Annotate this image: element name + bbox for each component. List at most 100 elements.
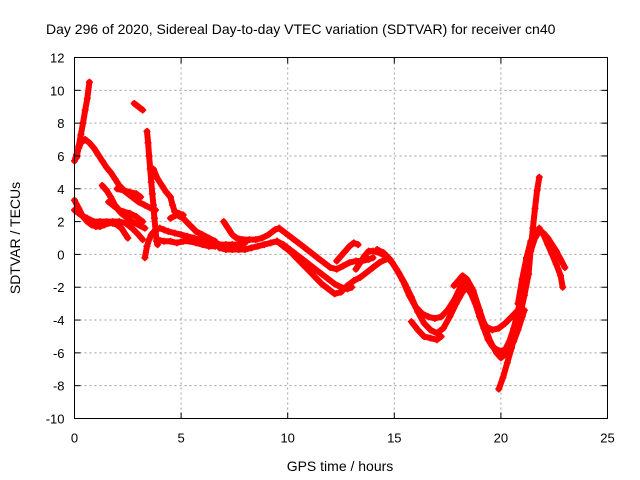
data-point [139, 106, 147, 114]
data-point [198, 231, 206, 239]
data-point [166, 193, 174, 201]
data-point [150, 214, 158, 222]
data-point [77, 211, 85, 219]
data-point [173, 211, 181, 219]
data-point [493, 349, 501, 357]
data-point [222, 245, 230, 253]
data-point [516, 311, 524, 319]
data-point [318, 270, 326, 278]
data-point [85, 139, 93, 147]
data-point [431, 314, 439, 322]
data-point [533, 186, 541, 194]
data-point [311, 273, 319, 281]
data-point [503, 359, 511, 367]
data-point [117, 209, 125, 217]
data-point [122, 219, 130, 227]
data-point [548, 250, 556, 258]
data-point [154, 175, 162, 183]
y-axis-label: SDTVAR / TECUs [7, 182, 23, 294]
data-point [454, 277, 462, 285]
data-point [552, 260, 560, 268]
data-point [512, 328, 520, 336]
data-point [346, 242, 354, 250]
data-point [145, 236, 153, 244]
data-point [337, 252, 345, 260]
data-point [380, 249, 388, 257]
data-point [186, 237, 194, 245]
y-tick-label: 12 [50, 51, 64, 66]
data-point [109, 201, 117, 209]
data-point [369, 254, 377, 262]
y-tick-label: -4 [53, 313, 65, 328]
data-point [117, 224, 125, 232]
data-point [552, 247, 560, 255]
data-point [158, 181, 166, 189]
data-point [215, 244, 223, 252]
x-tick-label: 15 [387, 431, 401, 446]
data-point [179, 214, 187, 222]
data-point [437, 313, 445, 321]
data-point [331, 290, 339, 298]
data-point [350, 239, 358, 247]
data-point [247, 244, 255, 252]
data-point [228, 231, 236, 239]
data-point [527, 237, 535, 245]
data-point [113, 204, 121, 212]
data-point [354, 241, 362, 249]
data-point [252, 236, 260, 244]
data-point [134, 231, 142, 239]
data-point [273, 237, 281, 245]
data-point [476, 306, 484, 314]
data-point [399, 277, 407, 285]
data-point [544, 241, 552, 249]
data-point [105, 198, 113, 206]
data-point [407, 318, 415, 326]
data-point [535, 173, 543, 181]
data-point [275, 224, 283, 232]
data-point [305, 267, 313, 275]
data-point [122, 213, 130, 221]
x-tick-label: 25 [600, 431, 614, 446]
data-point [162, 188, 170, 196]
data-point [96, 218, 104, 226]
data-point [90, 218, 98, 226]
data-point [126, 209, 134, 217]
data-point [126, 188, 134, 196]
data-point [124, 234, 132, 242]
data-point [166, 237, 174, 245]
data-point [77, 131, 85, 139]
data-point [177, 231, 185, 239]
data-point [149, 165, 157, 173]
y-tick-label: 2 [57, 215, 64, 230]
data-point [356, 259, 364, 267]
data-point [169, 201, 177, 209]
data-point [141, 254, 149, 262]
data-point [279, 242, 287, 250]
data-point [205, 242, 213, 250]
data-point [456, 283, 464, 291]
y-tick-label: 8 [57, 116, 64, 131]
data-point [79, 119, 87, 127]
data-point [179, 237, 187, 245]
data-point [128, 224, 136, 232]
data-point [220, 218, 228, 226]
data-point [171, 229, 179, 237]
data-point [211, 237, 219, 245]
series-line-track-p [274, 238, 389, 297]
data-point [424, 313, 432, 321]
data-point [386, 255, 394, 263]
data-point [294, 239, 302, 247]
data-point [339, 262, 347, 270]
data-point [392, 265, 400, 273]
data-point [314, 254, 322, 262]
data-point [446, 313, 454, 321]
data-point [341, 247, 349, 255]
data-point [427, 326, 435, 334]
data-point [444, 306, 452, 314]
data-point [205, 234, 213, 242]
data-point [147, 231, 155, 239]
data-point [529, 224, 537, 232]
data-point [224, 224, 232, 232]
data-point [147, 178, 155, 186]
